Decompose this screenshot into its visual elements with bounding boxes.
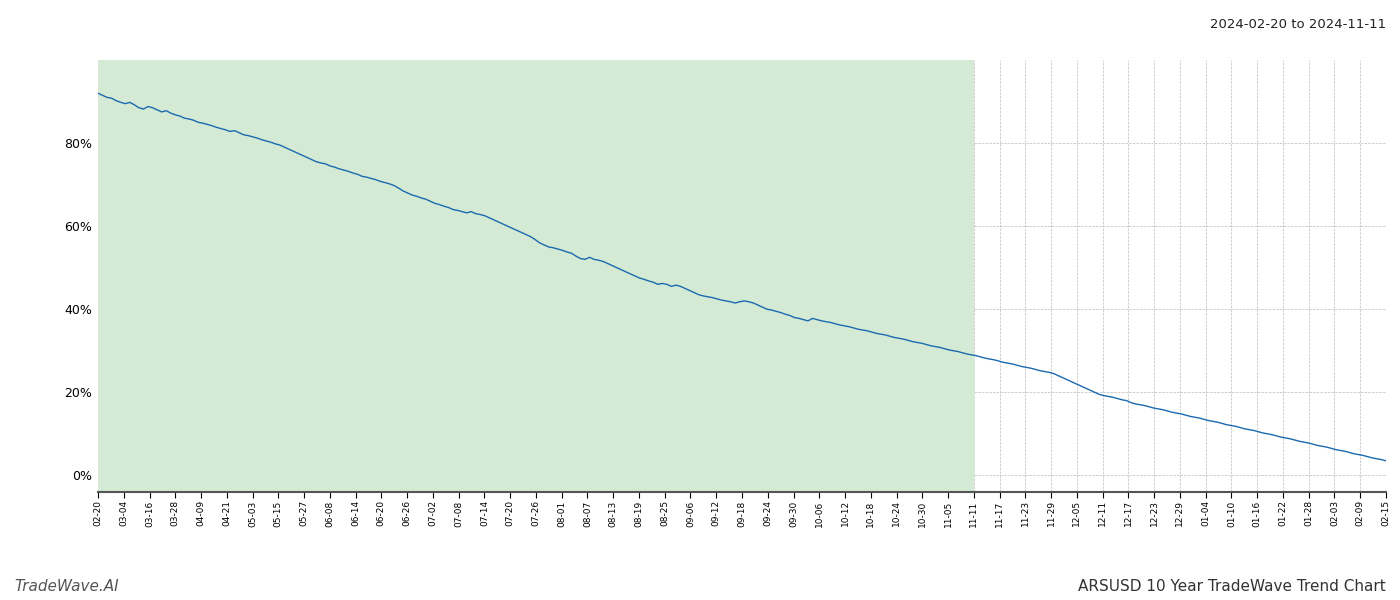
Text: 2024-02-20 to 2024-11-11: 2024-02-20 to 2024-11-11	[1210, 18, 1386, 31]
Bar	[98, 60, 974, 492]
Text: ARSUSD 10 Year TradeWave Trend Chart: ARSUSD 10 Year TradeWave Trend Chart	[1078, 579, 1386, 594]
Text: TradeWave.AI: TradeWave.AI	[14, 579, 119, 594]
